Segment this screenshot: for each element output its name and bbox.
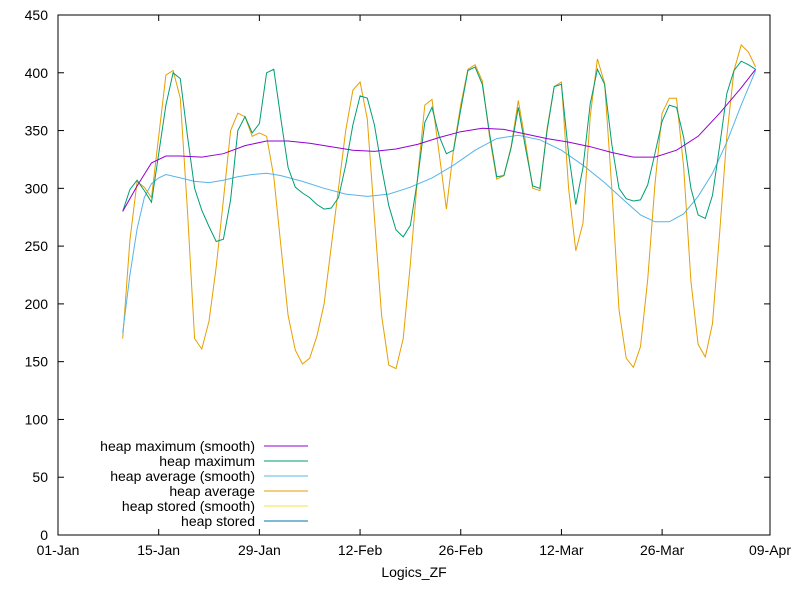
x-tick-label: 26-Mar — [640, 542, 685, 558]
plot-frame — [57, 14, 771, 536]
y-tick-label: 450 — [25, 7, 49, 23]
x-tick-label: 26-Feb — [439, 542, 484, 558]
series-line — [122, 60, 756, 243]
x-axis: 01-Jan 15-Jan 29-Jan 12-Feb 26-Feb 12-Mar 26-M… — [37, 15, 791, 558]
x-tick-label: 29-Jan — [238, 542, 281, 558]
y-tick-label: 350 — [25, 123, 49, 139]
legend-label: heap average — [169, 483, 255, 499]
y-tick-label: 400 — [25, 65, 49, 81]
x-tick-label: 12-Feb — [338, 542, 383, 558]
series-line — [122, 70, 757, 333]
legend-label: heap stored — [181, 513, 255, 529]
series-line — [122, 68, 756, 212]
x-tick-label: 01-Jan — [37, 542, 80, 558]
y-axis: 0 50 100 150 200 250 300 350 400 450 — [25, 7, 770, 543]
series-line — [122, 44, 757, 370]
y-tick-label: 150 — [25, 354, 49, 370]
legend-label: heap stored (smooth) — [122, 498, 255, 514]
y-tick-label: 0 — [40, 527, 48, 543]
x-tick-label: 15-Jan — [137, 542, 180, 558]
y-tick-label: 250 — [25, 238, 49, 254]
legend-label: heap maximum — [159, 453, 255, 469]
y-tick-label: 100 — [25, 411, 49, 427]
x-tick-label: 09-Apr — [749, 542, 791, 558]
x-tick-label: 12-Mar — [539, 542, 584, 558]
y-tick-label: 300 — [25, 180, 49, 196]
plot-lines — [122, 44, 757, 370]
x-axis-title: Logics_ZF — [381, 564, 446, 580]
y-tick-label: 50 — [32, 469, 48, 485]
legend-label: heap average (smooth) — [110, 468, 255, 484]
y-tick-label: 200 — [25, 296, 49, 312]
legend-label: heap maximum (smooth) — [100, 438, 255, 454]
